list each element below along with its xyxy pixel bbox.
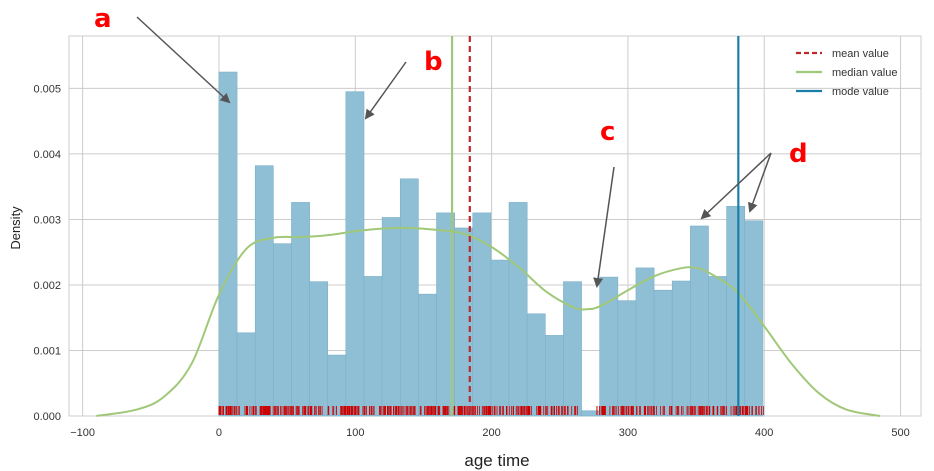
histogram-bar [309, 281, 329, 417]
x-tick-label: −100 [70, 427, 95, 439]
histogram-bar [218, 71, 238, 417]
legend: mean value median value mode value [796, 48, 897, 98]
annotation-a: a [94, 4, 112, 34]
histogram-bar [671, 280, 691, 417]
x-tick-label: 400 [755, 427, 773, 439]
y-tick-label: 0.003 [33, 214, 61, 226]
histogram-bar [399, 178, 419, 417]
histogram-bar [744, 220, 764, 417]
x-tick-label: 100 [346, 427, 364, 439]
histogram-bar [563, 281, 582, 417]
y-tick-label: 0.000 [33, 411, 61, 423]
arrow-d2 [748, 152, 772, 213]
histogram-bar [508, 202, 528, 417]
histogram-bar [291, 202, 310, 417]
histogram-bar [236, 332, 256, 417]
rug-marks [218, 406, 764, 415]
histogram-bar [273, 243, 292, 417]
y-axis-label: Density [8, 206, 23, 250]
histogram-bar [381, 217, 401, 417]
histogram-bar [617, 300, 637, 417]
histogram-bar [363, 276, 383, 417]
histogram-bar [526, 313, 546, 417]
y-tick-label: 0.005 [33, 83, 61, 95]
y-tick-label: 0.002 [33, 280, 61, 292]
arrow-d1 [700, 152, 772, 220]
histogram-bar [345, 91, 365, 417]
x-tick-labels: −100 0 100 200 300 400 500 [70, 427, 909, 439]
arrow-a [136, 16, 231, 104]
annotation-c: c [600, 117, 615, 147]
arrow-b [364, 61, 407, 120]
annotation-b: b [424, 47, 443, 77]
histogram-bar [690, 225, 709, 417]
arrow-c [593, 166, 615, 288]
histogram-bar [726, 206, 746, 417]
x-tick-label: 500 [891, 427, 909, 439]
x-tick-label: 0 [216, 427, 222, 439]
stat-lines [450, 36, 740, 416]
histogram-bars [218, 71, 764, 417]
histogram-bar [653, 289, 673, 417]
legend-label: median value [832, 67, 897, 79]
legend-label: mean value [832, 48, 889, 60]
annotation-d: d [789, 139, 808, 169]
histogram-bar [254, 165, 274, 417]
histogram-bar [490, 259, 510, 417]
kde-line [96, 226, 881, 417]
legend-label: mode value [832, 86, 889, 98]
histogram-bar [635, 267, 655, 417]
y-tick-label: 0.001 [33, 345, 61, 357]
annotations: a b c d [94, 4, 808, 288]
x-axis-label: age time [464, 451, 529, 470]
x-tick-label: 300 [619, 427, 637, 439]
histogram-bar [472, 212, 492, 417]
histogram-bar [708, 276, 727, 417]
y-tick-labels: 0.000 0.001 0.002 0.003 0.004 0.005 [33, 83, 61, 423]
y-tick-label: 0.004 [33, 149, 61, 161]
histogram-bar [418, 293, 437, 417]
kde-curve [96, 226, 881, 417]
x-tick-label: 200 [482, 427, 500, 439]
histogram-bar [545, 335, 564, 417]
